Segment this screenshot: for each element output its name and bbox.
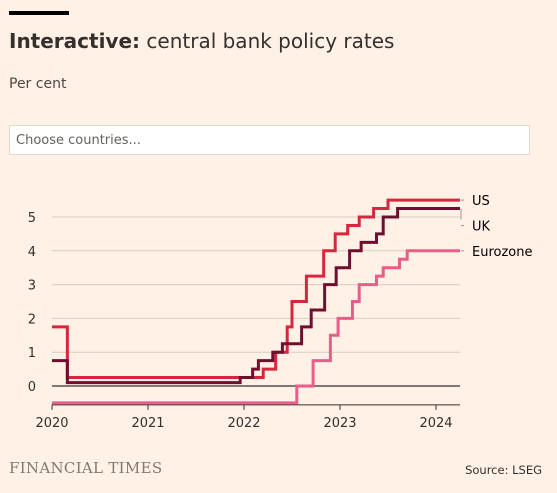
chart-title: Interactive: central bank policy rates [9,28,394,54]
y-tick-label: 3 [28,279,36,294]
series-label-us: US [472,194,490,209]
ft-logo-text: FINANCIAL TIMES [9,459,163,477]
series-label-eurozone: Eurozone [472,245,532,260]
y-tick-label: 1 [28,346,36,361]
country-chooser-input[interactable]: Choose countries... [9,125,530,155]
series-label-uk: UK [472,220,491,235]
y-tick-label: 5 [28,211,36,226]
ft-header-bar [9,11,69,15]
y-tick-label: 2 [28,312,36,327]
series-line-us [52,198,460,380]
series-line-eurozone [52,249,460,405]
chart-title-prefix: Interactive: [9,29,141,53]
x-tick-label: 2020 [35,416,68,431]
chart-title-text: central bank policy rates [140,29,395,53]
country-chooser-placeholder: Choose countries... [16,133,141,148]
x-tick-label: 2022 [227,416,260,431]
chart-subtitle: Per cent [9,76,67,92]
x-tick-label: 2023 [323,416,356,431]
y-tick-label: 0 [28,380,36,395]
x-tick-label: 2021 [131,416,164,431]
y-tick-label: 4 [28,245,36,260]
x-tick-label: 2024 [419,416,452,431]
policy-rates-chart[interactable]: 0 1 2 3 4 5 2020 2021 2022 2023 2024 US UK Eurozone [0,180,557,440]
series-line-uk [52,207,460,385]
source-note: Source: LSEG [465,463,542,477]
